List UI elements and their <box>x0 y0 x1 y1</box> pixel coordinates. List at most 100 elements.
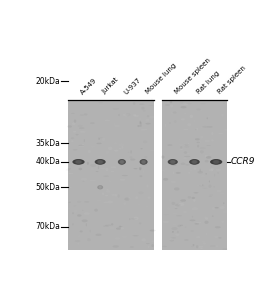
Ellipse shape <box>205 217 208 220</box>
Ellipse shape <box>190 160 199 164</box>
Ellipse shape <box>168 159 177 164</box>
Ellipse shape <box>169 160 177 164</box>
Ellipse shape <box>168 159 178 165</box>
Ellipse shape <box>99 138 100 140</box>
Ellipse shape <box>183 129 189 130</box>
Text: CCR9: CCR9 <box>231 158 255 166</box>
Ellipse shape <box>178 203 184 206</box>
Ellipse shape <box>207 117 208 119</box>
Ellipse shape <box>141 129 147 130</box>
Ellipse shape <box>193 199 196 202</box>
Ellipse shape <box>78 168 82 170</box>
Ellipse shape <box>140 160 147 164</box>
Ellipse shape <box>76 160 81 164</box>
Ellipse shape <box>139 167 142 170</box>
Ellipse shape <box>211 159 222 164</box>
Ellipse shape <box>165 124 166 127</box>
Ellipse shape <box>213 160 219 164</box>
Ellipse shape <box>120 160 124 164</box>
Ellipse shape <box>98 160 103 164</box>
Ellipse shape <box>97 160 103 164</box>
Text: Jurkat: Jurkat <box>101 77 120 95</box>
Ellipse shape <box>105 195 108 196</box>
Ellipse shape <box>118 159 126 165</box>
Ellipse shape <box>136 196 138 199</box>
Ellipse shape <box>202 184 203 186</box>
Ellipse shape <box>107 201 113 203</box>
Ellipse shape <box>200 248 203 249</box>
Ellipse shape <box>184 103 189 105</box>
Ellipse shape <box>72 212 74 214</box>
Ellipse shape <box>169 160 176 164</box>
Ellipse shape <box>216 169 221 171</box>
Ellipse shape <box>106 189 109 190</box>
Ellipse shape <box>119 160 125 164</box>
Ellipse shape <box>223 202 224 204</box>
Ellipse shape <box>190 115 193 118</box>
Ellipse shape <box>196 222 201 224</box>
Ellipse shape <box>120 160 124 164</box>
Ellipse shape <box>194 158 199 161</box>
Ellipse shape <box>172 231 174 232</box>
Ellipse shape <box>211 168 214 171</box>
Text: A-549: A-549 <box>79 77 98 95</box>
Ellipse shape <box>141 160 146 164</box>
Ellipse shape <box>133 168 137 169</box>
Text: 70kDa: 70kDa <box>35 222 60 231</box>
Ellipse shape <box>183 158 187 159</box>
Ellipse shape <box>73 159 84 164</box>
Ellipse shape <box>146 243 150 244</box>
Ellipse shape <box>189 159 200 165</box>
Text: U-937: U-937 <box>123 76 142 95</box>
Ellipse shape <box>188 172 190 174</box>
Ellipse shape <box>196 128 198 131</box>
Ellipse shape <box>96 160 105 164</box>
Ellipse shape <box>213 160 220 164</box>
Ellipse shape <box>96 171 99 172</box>
Ellipse shape <box>97 160 104 164</box>
Ellipse shape <box>97 185 103 189</box>
Ellipse shape <box>74 160 83 164</box>
Text: Rat spleen: Rat spleen <box>217 65 248 95</box>
Ellipse shape <box>209 169 213 171</box>
Ellipse shape <box>163 221 169 223</box>
Ellipse shape <box>192 160 197 164</box>
Text: 35kDa: 35kDa <box>35 139 60 148</box>
Ellipse shape <box>119 160 125 164</box>
Text: Mouse spleen: Mouse spleen <box>174 57 212 95</box>
Text: 50kDa: 50kDa <box>35 183 60 192</box>
Ellipse shape <box>142 160 145 164</box>
Ellipse shape <box>87 162 89 165</box>
Ellipse shape <box>70 187 71 188</box>
Ellipse shape <box>116 227 121 230</box>
Ellipse shape <box>206 156 211 159</box>
Ellipse shape <box>134 217 139 220</box>
Ellipse shape <box>191 160 198 164</box>
Ellipse shape <box>176 172 181 174</box>
Ellipse shape <box>141 160 146 164</box>
Ellipse shape <box>99 186 102 189</box>
Ellipse shape <box>211 160 221 164</box>
Ellipse shape <box>196 236 200 238</box>
Ellipse shape <box>140 159 147 164</box>
Ellipse shape <box>79 131 86 133</box>
Ellipse shape <box>170 160 176 164</box>
Ellipse shape <box>181 106 187 108</box>
Ellipse shape <box>69 173 71 174</box>
Ellipse shape <box>163 178 168 181</box>
Ellipse shape <box>120 179 125 181</box>
Text: 40kDa: 40kDa <box>35 158 60 166</box>
Bar <box>68 100 155 250</box>
Ellipse shape <box>192 160 197 164</box>
Ellipse shape <box>212 160 220 164</box>
Ellipse shape <box>84 202 89 203</box>
Ellipse shape <box>150 230 156 232</box>
Ellipse shape <box>103 202 108 203</box>
Ellipse shape <box>118 159 126 164</box>
Ellipse shape <box>193 244 194 246</box>
Ellipse shape <box>190 159 199 164</box>
Ellipse shape <box>95 159 105 164</box>
Ellipse shape <box>214 207 219 208</box>
Ellipse shape <box>148 246 149 248</box>
Ellipse shape <box>98 186 102 189</box>
